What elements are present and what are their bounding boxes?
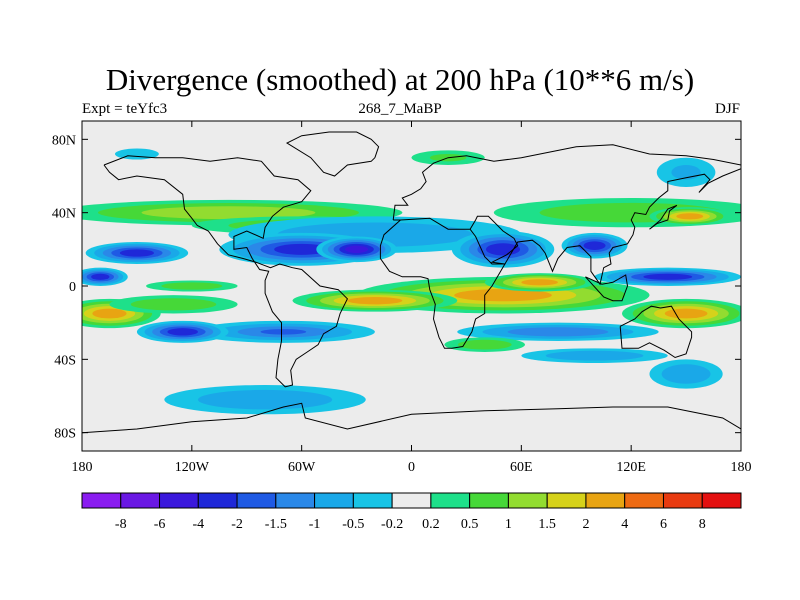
divergence-cell-12-2 — [176, 284, 208, 288]
colorbar-label-2: -4 — [192, 517, 204, 532]
y-tick-label-0: 80N — [52, 133, 76, 148]
divergence-cell-14-5 — [361, 298, 389, 303]
divergence-cell-17-5 — [675, 311, 697, 316]
coastline-4 — [469, 168, 741, 286]
colorbar-swatch-3 — [197, 492, 238, 509]
colorbar: -8 -6 -4 -2 -1.5 -1 -0.5 -0.2 0.2 0.5 1 1.5 2 4 6 8 — [81, 492, 742, 532]
divergence-cell-6-6 — [350, 247, 363, 252]
coastline-5 — [619, 305, 693, 359]
colorbar-label-1: -6 — [154, 517, 166, 532]
season-label: DJF — [714, 101, 740, 117]
colorbar-swatch-5 — [275, 492, 316, 509]
x-tick-label-1: 120W — [175, 460, 210, 475]
divergence-cell-11-5 — [95, 274, 105, 279]
divergence-cell-24-2 — [231, 394, 299, 405]
colorbar-label-4: -1.5 — [265, 517, 287, 532]
divergence-cell-18-2 — [152, 301, 195, 308]
colorbar-swatch-0 — [81, 492, 122, 509]
colorbar-label-10: 1 — [505, 517, 512, 532]
coastline-6 — [585, 274, 629, 302]
coastline-8 — [82, 402, 741, 434]
colorbar-swatch-14 — [624, 492, 664, 509]
divergence-cell-8-5 — [589, 243, 601, 248]
colorbar-swatch-9 — [430, 492, 471, 509]
x-tick-label-5: 120E — [616, 460, 646, 475]
coastline-2 — [379, 217, 506, 349]
chart-title: Divergence (smoothed) at 200 hPa (10**6 … — [105, 62, 695, 97]
colorbar-label-0: -8 — [115, 517, 127, 532]
x-tick-label-6: 180 — [731, 460, 752, 475]
colorbar-label-3: -2 — [231, 517, 243, 532]
divergence-cell-25-2 — [673, 369, 699, 379]
colorbar-swatch-15 — [662, 492, 703, 509]
colorbar-label-9: 0.5 — [461, 517, 479, 532]
coastline-layer — [82, 131, 741, 434]
colorbar-label-11: 1.5 — [538, 517, 556, 532]
divergence-cell-7-5 — [494, 246, 512, 253]
colorbar-swatch-7 — [352, 492, 393, 509]
colorbar-label-14: 6 — [660, 517, 667, 532]
colorbar-label-5: -1 — [309, 517, 321, 532]
colorbar-swatch-10 — [469, 492, 509, 509]
colorbar-label-13: 4 — [621, 517, 628, 532]
divergence-cell-16-5 — [100, 311, 119, 316]
y-tick-label-3: 40S — [54, 353, 76, 368]
x-tick-label-4: 60E — [510, 460, 533, 475]
run-label: 268_7_MaBP — [358, 101, 442, 117]
divergence-contour-layer — [82, 148, 741, 415]
divergence-cell-20-5 — [175, 329, 191, 334]
x-tick-label-2: 60W — [288, 460, 316, 475]
colorbar-label-7: -0.2 — [381, 517, 403, 532]
colorbar-swatch-1 — [120, 492, 161, 509]
y-tick-label-2: 0 — [69, 280, 76, 295]
coastline-0 — [103, 155, 349, 388]
colorbar-swatch-12 — [546, 492, 587, 509]
divergence-cell-15-5 — [530, 280, 549, 285]
divergence-cell-21-3 — [532, 329, 584, 335]
colorbar-swatch-8 — [391, 492, 432, 509]
colorbar-swatch-6 — [314, 492, 354, 509]
colorbar-swatch-2 — [159, 492, 199, 509]
divergence-cell-9-5 — [128, 251, 146, 255]
coastline-1 — [285, 131, 380, 177]
divergence-cell-10-5 — [655, 274, 680, 279]
x-tick-label-0: 180 — [72, 460, 93, 475]
colorbar-swatch-16 — [701, 492, 742, 509]
coastline-3 — [392, 144, 741, 221]
divergence-cell-19-3 — [260, 329, 307, 335]
colorbar-label-8: 0.2 — [422, 517, 440, 532]
colorbar-swatch-4 — [236, 492, 277, 509]
axes: 180 120W 60W 0 60E 120E 180 80N 40N 0 40S 80S — [52, 121, 752, 475]
y-tick-label-1: 40N — [52, 207, 76, 222]
colorbar-label-15: 8 — [699, 517, 706, 532]
divergence-cell-22-2 — [471, 342, 499, 348]
divergence-cell-0-3 — [184, 209, 272, 216]
y-tick-label-4: 80S — [54, 427, 76, 442]
divergence-cell-5-5 — [287, 246, 316, 253]
coastline-7 — [649, 204, 678, 230]
divergence-cell-23-2 — [570, 353, 619, 359]
experiment-label: Expt = teYfc3 — [82, 101, 168, 117]
divergence-cell-2-5 — [683, 214, 697, 219]
colorbar-swatch-11 — [507, 492, 548, 509]
colorbar-label-6: -0.5 — [342, 517, 364, 532]
colorbar-swatch-13 — [585, 492, 626, 509]
divergence-cell-27-1 — [125, 151, 148, 157]
x-tick-label-3: 0 — [408, 460, 415, 475]
colorbar-label-12: 2 — [582, 517, 589, 532]
divergence-cell-13-5 — [478, 292, 528, 299]
